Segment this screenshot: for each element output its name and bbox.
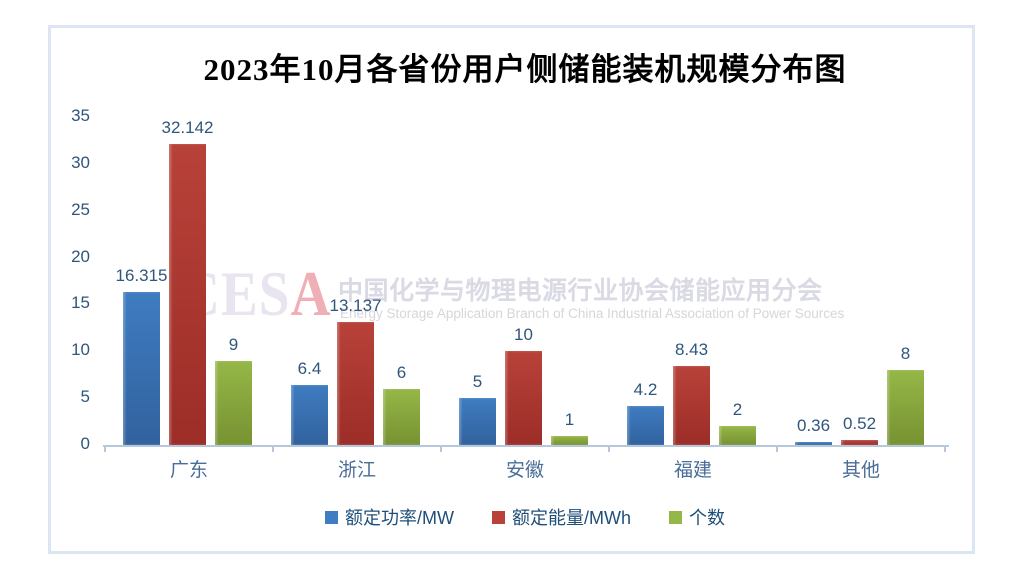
cesa-logo-accent: A (290, 259, 332, 329)
legend-label: 额定功率/MW (345, 508, 454, 528)
legend-swatch-icon (668, 510, 682, 524)
x-axis-tick (608, 445, 610, 452)
data-label: 16.315 (115, 266, 168, 285)
y-axis-label: 10 (71, 340, 90, 360)
category-label: 广东 (169, 460, 208, 481)
x-axis-tick (272, 445, 274, 452)
legend-item: 额定功率/MW (325, 504, 454, 530)
data-label: 4.2 (633, 380, 658, 399)
legend-swatch-icon (491, 510, 505, 524)
category-label: 其他 (841, 460, 880, 481)
data-label: 32.142 (161, 118, 214, 137)
x-axis-tick (104, 445, 106, 452)
chart-title: 2023年10月各省份用户侧储能装机规模分布图 (203, 52, 847, 87)
bar (291, 385, 328, 445)
y-axis-label: 20 (71, 246, 90, 266)
data-label: 6.4 (297, 359, 322, 378)
data-label: 2 (732, 400, 743, 419)
bar (337, 322, 374, 445)
watermark-english-text: Energy Storage Application Branch of Chi… (340, 306, 845, 321)
legend-label: 额定能量/MWh (511, 508, 631, 528)
bar (505, 351, 542, 445)
data-label: 0.52 (842, 414, 877, 433)
data-label: 10 (514, 325, 533, 344)
legend-item: 个数 (668, 504, 725, 530)
watermark-chinese-text: 中国化学与物理电源行业协会储能应用分会 (338, 277, 823, 305)
data-label: 6 (396, 363, 407, 382)
category-label: 浙江 (337, 460, 376, 481)
bar (215, 361, 252, 445)
x-axis-tick (776, 445, 778, 452)
category-label: 安徽 (505, 460, 544, 481)
data-label: 13.137 (329, 296, 382, 315)
x-axis-line (103, 445, 949, 447)
legend-item: 额定能量/MWh (491, 504, 631, 530)
y-axis-label: 15 (71, 293, 90, 313)
bar (841, 440, 878, 445)
bar (123, 292, 160, 445)
bar (795, 442, 832, 445)
legend-label: 个数 (688, 508, 725, 528)
data-label: 8.43 (674, 340, 709, 359)
data-label: 8 (900, 344, 911, 363)
bar (383, 389, 420, 445)
y-axis-label: 25 (71, 199, 90, 219)
bar (887, 370, 924, 445)
y-axis-label: 0 (80, 434, 90, 453)
bar (719, 426, 756, 445)
data-label: 0.36 (796, 416, 831, 435)
category-label: 福建 (673, 460, 712, 481)
chart-legend: 额定功率/MW 额定能量/MWh 个数 (105, 504, 945, 530)
data-label: 5 (472, 372, 483, 391)
bar (627, 406, 664, 445)
bar (673, 366, 710, 445)
y-axis-label: 35 (71, 106, 90, 125)
x-axis-tick (440, 445, 442, 452)
data-label: 1 (564, 410, 575, 429)
y-axis-label: 5 (80, 387, 90, 407)
bar (551, 436, 588, 445)
x-axis-tick (944, 445, 946, 452)
bar (169, 144, 206, 445)
legend-swatch-icon (325, 510, 338, 524)
data-label: 9 (228, 335, 239, 354)
y-axis-label: 30 (71, 152, 90, 172)
bar (459, 398, 496, 445)
